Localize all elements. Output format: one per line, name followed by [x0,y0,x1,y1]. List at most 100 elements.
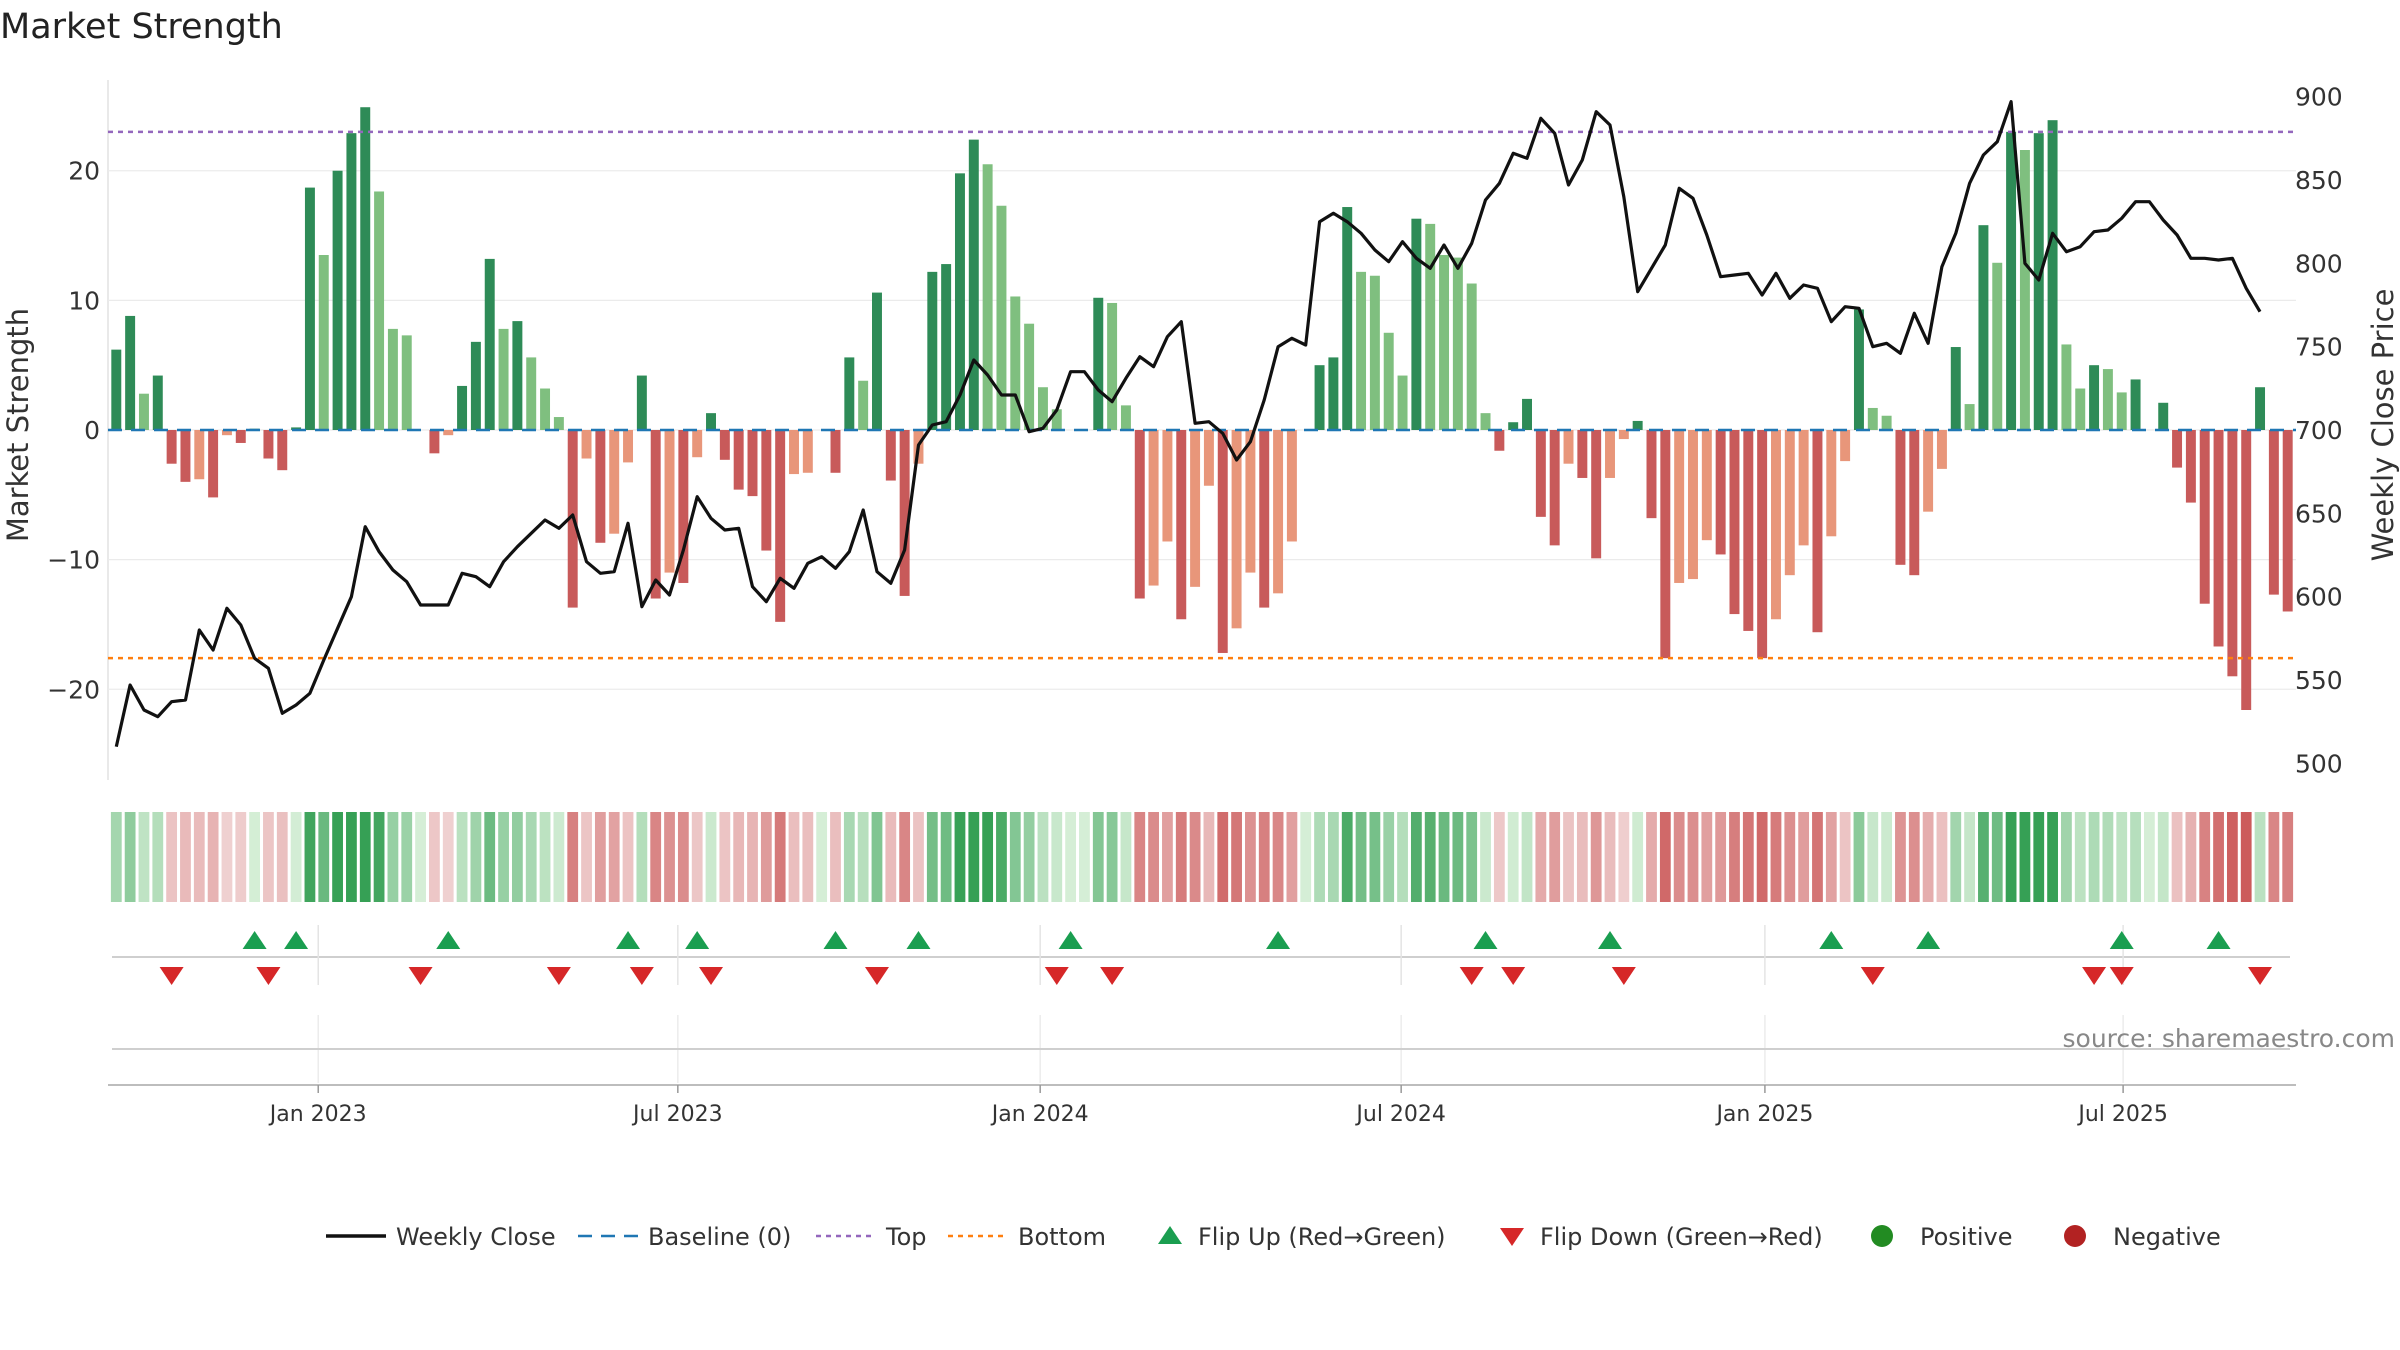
heat-cell [304,812,316,902]
bottom-panel: Jan 2023 Jul 2023 Jan 2024 Jul 2024 Jan 2025… [108,1015,2296,1127]
strength-bar [1923,430,1934,512]
heat-cell [290,812,302,902]
heat-cell [1507,812,1519,902]
heat-cell [940,812,952,902]
heat-cell [1950,812,1962,902]
strength-bar [2019,150,2030,430]
chart-title: Market Strength [0,7,283,47]
legend-label: Positive [1920,1223,2013,1251]
strength-bar [941,264,952,430]
heat-cell [318,812,330,902]
heat-cell [622,812,634,902]
heat-cell [429,812,440,902]
heat-cell [249,812,260,902]
heat-cell [1563,812,1574,902]
strength-bar [1522,398,1532,430]
heat-cell [899,812,911,902]
strength-bar [2185,430,2196,503]
heat-cell [235,812,247,902]
strength-bar [1936,430,1947,469]
heat-cell [138,812,150,902]
strength-bar [954,173,965,431]
right-tick-label: 750 [2295,333,2343,362]
left-tick-label: 10 [68,286,100,315]
right-tick-label: 900 [2295,83,2343,112]
heat-cell [1798,812,1810,902]
heat-cell [276,812,288,902]
strength-bar [208,430,219,498]
heat-cell [1314,812,1325,902]
strength-bar [2172,430,2183,468]
strength-bar [789,430,799,475]
heat-cell [1272,812,1284,902]
heat-cell [1521,812,1533,902]
heat-cell [2240,812,2252,902]
strength-bars [111,107,2293,710]
x-tick-label: Jul 2023 [631,1102,723,1127]
strength-bar [623,430,634,463]
right-tick-label: 800 [2295,249,2343,278]
strength-bar [1646,430,1657,519]
heat-cell [705,812,717,902]
heat-cell [788,812,800,902]
strength-bar [484,258,495,430]
heat-cell [1632,812,1644,902]
heat-cell [1203,812,1215,902]
strength-bar [387,328,398,430]
heat-cell [1009,812,1021,902]
strength-bar [1715,430,1726,555]
heat-cell [636,812,648,902]
flip-down-marker [256,967,281,985]
heat-cell [2199,812,2211,902]
flip-down-marker [1044,967,1069,985]
strength-bar [221,430,232,436]
strength-bar [1798,430,1809,546]
flip-down-marker [1860,967,1885,985]
heat-cell [1742,812,1754,902]
strength-bar [858,380,869,430]
heat-cell [1756,812,1768,902]
flip-up-marker [823,931,848,949]
right-tick-label: 550 [2295,666,2343,695]
heat-cell [1079,812,1090,902]
strength-bar [1466,283,1477,430]
strength-bar [1162,430,1173,542]
heat-cell [1452,812,1464,902]
heat-cell [1908,812,1920,902]
weekly-close-line [114,100,2262,748]
heat-cell [553,812,565,902]
right-tick-label: 600 [2295,583,2343,612]
strength-bar [1895,430,1906,565]
strength-bar [1508,422,1519,430]
strength-bar [733,430,744,490]
strength-bar [1909,430,1920,576]
strength-bar [2199,430,2210,604]
heat-cell [456,812,468,902]
heat-cell [1535,812,1547,902]
heat-cell [1397,812,1408,902]
strength-bar [1176,430,1187,620]
heat-cell [1646,812,1657,902]
strength-bar [1425,223,1436,430]
heat-cell [691,812,703,902]
heat-cell [1245,812,1256,902]
strength-bar [2089,365,2100,430]
strength-bar [2116,392,2127,430]
heat-cell [2213,812,2224,902]
heat-cell [401,812,413,902]
heat-cell [1189,812,1201,902]
strength-bar [802,430,813,473]
heat-cell [1715,812,1727,902]
heat-cell [2254,812,2266,902]
strength-bar [2047,120,2058,431]
heat-cell [498,812,509,902]
heat-cell [816,812,828,902]
strength-bar [457,385,468,430]
strength-bar [1190,430,1201,587]
flip-down-marker [2109,967,2134,985]
strength-bar [2102,369,2113,430]
heat-cell [1964,812,1975,902]
heat-cell [1327,812,1339,902]
heat-cell [2185,812,2197,902]
heat-cell [1549,812,1561,902]
